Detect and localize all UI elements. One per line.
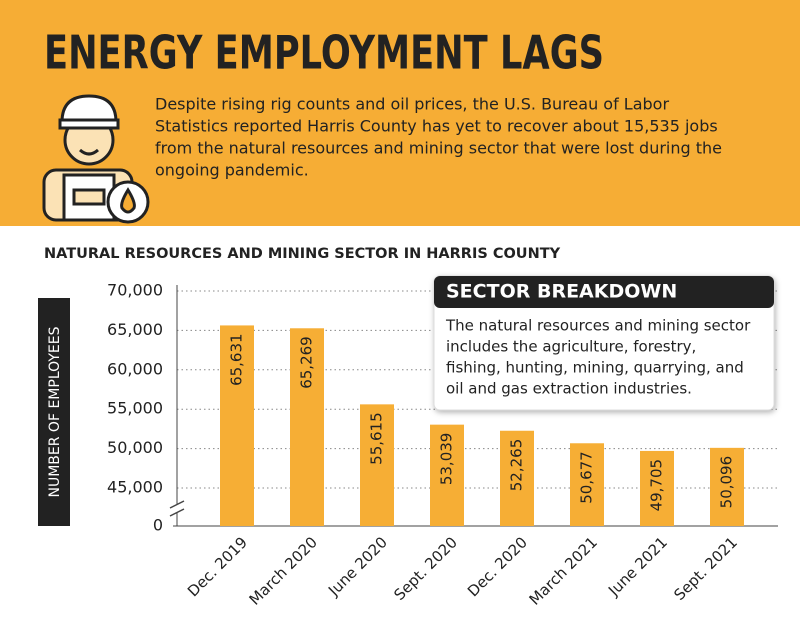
- bar: [500, 430, 534, 526]
- value-label: 65,631: [228, 333, 246, 386]
- annotation-line: includes the agriculture, forestry,: [446, 338, 696, 356]
- value-label: 53,039: [438, 433, 456, 486]
- y-tick-label: 45,000: [107, 478, 163, 497]
- bar: [360, 404, 394, 526]
- intro-line: from the natural resources and mining se…: [155, 139, 722, 158]
- y-axis-label: NUMBER OF EMPLOYEES: [47, 326, 63, 497]
- x-tick-label: June 2020: [324, 533, 391, 600]
- x-tick-label: Sept. 2021: [670, 533, 741, 604]
- bar: [570, 443, 604, 526]
- intro-line: Despite rising rig counts and oil prices…: [155, 95, 669, 114]
- value-label: 50,677: [578, 451, 596, 504]
- annotation-line: oil and gas extraction industries.: [446, 380, 692, 398]
- intro-line: ongoing pandemic.: [155, 161, 309, 180]
- x-tick-label: Dec. 2019: [184, 533, 251, 600]
- annotation-line: fishing, hunting, mining, quarrying, and: [446, 359, 744, 377]
- x-tick-label: Sept. 2020: [390, 533, 461, 604]
- annotation-box: SECTOR BREAKDOWN The natural resources a…: [433, 275, 775, 411]
- axis-break: [169, 500, 185, 509]
- x-tick-label: March 2020: [246, 533, 321, 608]
- annotation-text: The natural resources and mining sector i…: [445, 317, 751, 398]
- y-tick-label: 60,000: [107, 359, 163, 378]
- annotation-line: The natural resources and mining sector: [445, 317, 751, 335]
- annotation-title: SECTOR BREAKDOWN: [446, 281, 677, 303]
- bar: [640, 450, 674, 526]
- worker-icon: [42, 94, 150, 224]
- value-label: 52,265: [508, 439, 526, 492]
- title: ENERGY EMPLOYMENT LAGS: [44, 26, 604, 80]
- y-tick-label: 55,000: [107, 399, 163, 418]
- y-tick-label: 50,000: [107, 438, 163, 457]
- x-tick-label: Dec. 2020: [464, 533, 531, 600]
- chart-title: NATURAL RESOURCES AND MINING SECTOR IN H…: [44, 246, 561, 262]
- bar: [290, 328, 324, 526]
- bar: [430, 424, 464, 526]
- value-label: 50,096: [718, 456, 736, 509]
- x-tick-label: March 2021: [526, 533, 601, 608]
- intro-line: Statistics reported Harris County has ye…: [155, 117, 718, 136]
- axis-break: [169, 508, 185, 517]
- value-label: 65,269: [298, 336, 316, 389]
- intro-text: Despite rising rig counts and oil prices…: [155, 95, 722, 180]
- value-label: 55,615: [368, 412, 386, 465]
- y-tick-label: 65,000: [107, 320, 163, 339]
- value-label: 49,705: [648, 459, 666, 512]
- ylabel-box: [38, 298, 70, 526]
- bar: [710, 447, 744, 526]
- bar: [220, 325, 254, 526]
- x-tick-label: June 2021: [604, 533, 671, 600]
- axis-break-gap: [171, 505, 183, 513]
- y-tick-label: 70,000: [107, 281, 163, 300]
- y-tick-label: 0: [153, 516, 163, 535]
